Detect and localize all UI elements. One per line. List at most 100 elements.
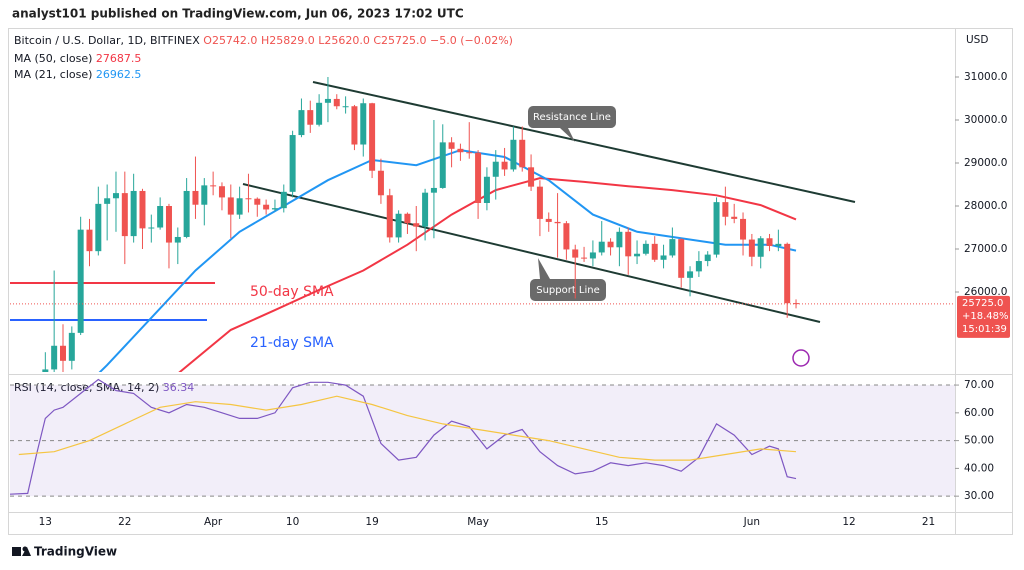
candle-body xyxy=(377,170,384,196)
candle-body xyxy=(104,198,111,204)
candle-body xyxy=(280,191,287,209)
y-tick-label: 29000.0 xyxy=(964,157,1007,169)
candle-body xyxy=(342,106,349,108)
candle-body xyxy=(483,176,490,203)
candle-body xyxy=(607,241,614,248)
rsi-pane xyxy=(10,378,955,497)
candle-body xyxy=(536,186,543,219)
candle-body xyxy=(713,202,720,255)
y-tick-label: 26000.0 xyxy=(964,286,1007,298)
candle-body xyxy=(307,110,314,125)
candle-body xyxy=(510,139,517,170)
candle-body xyxy=(413,223,420,227)
candle-body xyxy=(95,203,102,252)
y-tick-label: 50.00 xyxy=(964,435,994,447)
candle-body xyxy=(218,186,225,198)
legend-line: RSI (14, close, SMA, 14, 2) 36.34 xyxy=(14,381,194,394)
candle-body xyxy=(616,231,623,248)
y-tick-label: 27000.0 xyxy=(964,243,1007,255)
ohlc: C25725.0 xyxy=(373,34,426,47)
candle-body xyxy=(324,98,331,103)
x-tick-label: 19 xyxy=(365,516,378,528)
series-line xyxy=(98,149,797,372)
candle-body xyxy=(210,185,217,187)
x-tick-label: Apr xyxy=(204,516,223,528)
candle-body xyxy=(369,103,376,171)
candle-body xyxy=(687,271,694,278)
candle-body xyxy=(174,236,181,243)
x-tick-label: May xyxy=(467,516,489,528)
y-tick-label: 40.00 xyxy=(964,462,994,474)
y-tick-label: 31000.0 xyxy=(964,71,1007,83)
resistance-bubble: Resistance Line xyxy=(528,106,616,142)
y-tick-label: 70.00 xyxy=(964,379,994,391)
footer: TradingView xyxy=(34,545,117,559)
candle-body xyxy=(316,102,323,125)
candle-body xyxy=(475,152,482,203)
candle-body xyxy=(775,243,782,247)
candle-body xyxy=(121,193,128,237)
x-tick-label: 12 xyxy=(842,516,855,528)
ohlc: O25742.0 xyxy=(203,34,257,47)
candle-body xyxy=(254,198,261,205)
candle-body xyxy=(430,187,437,193)
price-tag-text: 25725.0 xyxy=(962,298,1003,309)
x-tick-label: 21 xyxy=(922,516,935,528)
candle-body xyxy=(581,257,588,259)
candle-body xyxy=(722,202,729,217)
candle-body xyxy=(404,213,411,224)
candle-body xyxy=(554,221,561,224)
candle-body xyxy=(651,243,658,260)
legend-value: 27687.5 xyxy=(96,52,142,65)
x-tick-label: 22 xyxy=(118,516,131,528)
candle-body xyxy=(130,190,137,237)
candle-body xyxy=(263,204,270,210)
annotation: Support Line xyxy=(536,285,600,296)
candle-body xyxy=(766,238,773,247)
ohlc: L25620.0 xyxy=(318,34,370,47)
price-pane xyxy=(10,77,955,372)
y-tick-label: 30000.0 xyxy=(964,114,1007,126)
legend-line: MA (50, close) 27687.5 xyxy=(14,52,141,65)
candle-body xyxy=(360,103,367,145)
candle-body xyxy=(695,261,702,272)
candle-body xyxy=(748,239,755,257)
candle-body xyxy=(492,161,499,177)
legend-entry: MA (50, close) xyxy=(14,52,92,65)
candle-body xyxy=(236,198,243,215)
price-tag xyxy=(957,295,1010,338)
candle-body xyxy=(528,167,535,187)
candle-body xyxy=(572,249,579,258)
candle-body xyxy=(457,148,464,153)
icon xyxy=(792,349,810,367)
legend-value: 36.34 xyxy=(163,381,195,394)
candle-body xyxy=(245,198,252,200)
candle-body xyxy=(183,190,190,237)
candle-body xyxy=(704,254,711,262)
candle-body xyxy=(86,229,93,252)
candle-body xyxy=(333,98,340,107)
annotation: 50-day SMA xyxy=(250,284,334,300)
candle-body xyxy=(757,238,764,257)
candle-body xyxy=(77,229,84,333)
candle-body xyxy=(501,161,508,170)
y-tick-label: 30.00 xyxy=(964,490,994,502)
candle-body xyxy=(59,345,66,361)
support-line xyxy=(242,183,821,323)
candle-body xyxy=(625,231,632,257)
y-tick-label: 28000.0 xyxy=(964,200,1007,212)
candle-body xyxy=(660,255,667,260)
candle-body xyxy=(784,243,791,304)
x-tick-label: 10 xyxy=(286,516,299,528)
candle-body xyxy=(448,142,455,149)
candle-body xyxy=(634,253,641,257)
candle-body xyxy=(669,239,676,256)
candle-body xyxy=(42,369,49,372)
axes: 26000.0 27000.0 28000.0 29000.0 30000.0 31000… xyxy=(39,71,1010,528)
legend-line: Bitcoin / U.S. Dollar, 1D, BITFINEX O257… xyxy=(14,34,513,47)
candle-body xyxy=(563,223,570,250)
y-tick-label: 60.00 xyxy=(964,407,994,419)
x-tick-label: Jun xyxy=(743,516,760,528)
